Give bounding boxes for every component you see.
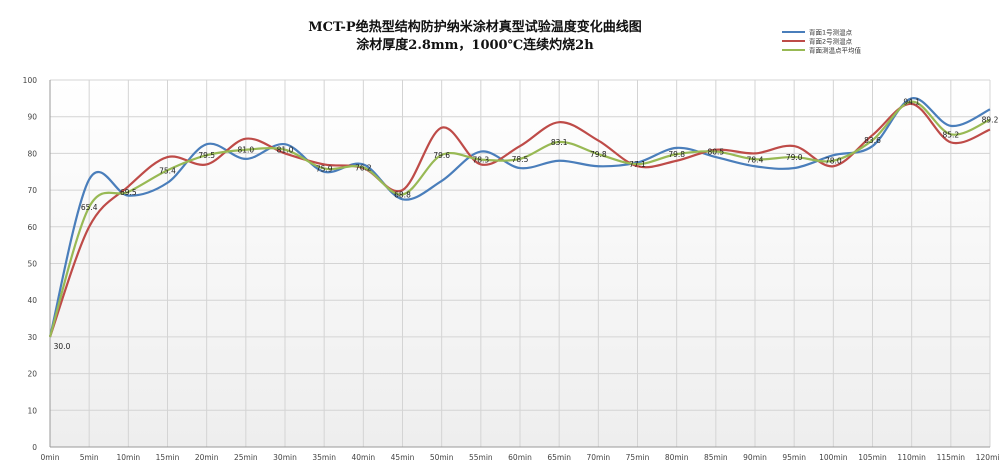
- y-tick-label: 70: [27, 186, 37, 195]
- data-label: 78.3: [472, 156, 489, 165]
- y-tick-label: 90: [27, 113, 37, 122]
- x-tick-label: 60min: [508, 453, 532, 462]
- y-tick-label: 80: [27, 149, 37, 158]
- data-label: 78.0: [825, 157, 842, 166]
- data-label: 83.6: [864, 136, 881, 145]
- chart-subtitle: 涂材厚度2.8mm，1000℃连续灼烧2h: [356, 37, 594, 53]
- x-tick-label: 85min: [704, 453, 728, 462]
- x-tick-label: 75min: [626, 453, 650, 462]
- data-label: 69.5: [120, 188, 137, 197]
- x-tick-label: 25min: [234, 453, 258, 462]
- chart-title: MCT-P绝热型结构防护纳米涂材真型试验温度变化曲线图: [308, 19, 641, 35]
- x-tick-label: 95min: [782, 453, 806, 462]
- data-label: 79.8: [590, 150, 607, 159]
- x-tick-label: 45min: [391, 453, 415, 462]
- legend-entry: 背面1号测温点: [809, 28, 853, 37]
- x-tick-label: 35min: [312, 453, 336, 462]
- x-tick-label: 115min: [937, 453, 966, 462]
- data-label: 75.4: [159, 166, 176, 175]
- data-label: 30.0: [54, 342, 71, 351]
- data-label: 79.0: [786, 153, 803, 162]
- x-tick-label: 100min: [819, 453, 848, 462]
- data-label: 77.1: [629, 160, 646, 169]
- data-label: 79.8: [668, 150, 685, 159]
- x-tick-label: 90min: [743, 453, 767, 462]
- y-tick-label: 0: [32, 443, 37, 452]
- x-tick-label: 70min: [586, 453, 610, 462]
- data-label: 65.4: [81, 203, 98, 212]
- data-label: 78.4: [747, 155, 764, 164]
- y-tick-label: 10: [27, 406, 37, 415]
- data-label: 81.0: [277, 146, 294, 155]
- x-tick-label: 0min: [41, 453, 60, 462]
- y-tick-label: 100: [23, 76, 38, 85]
- x-tick-label: 30min: [273, 453, 297, 462]
- x-tick-label: 105min: [858, 453, 887, 462]
- y-tick-label: 20: [27, 370, 37, 379]
- data-label: 94.1: [903, 98, 920, 107]
- y-tick-label: 50: [27, 260, 37, 269]
- legend-entry: 背面2号测温点: [809, 37, 853, 46]
- x-tick-label: 50min: [430, 453, 454, 462]
- data-label: 79.6: [433, 151, 450, 160]
- x-tick-label: 15min: [156, 453, 180, 462]
- data-label: 85.2: [942, 130, 959, 139]
- y-tick-label: 40: [27, 296, 37, 305]
- data-label: 75.9: [316, 164, 333, 173]
- data-label: 80.5: [707, 148, 724, 157]
- data-label: 81.0: [237, 146, 254, 155]
- x-tick-label: 55min: [469, 453, 493, 462]
- x-tick-label: 20min: [195, 453, 219, 462]
- data-label: 68.8: [394, 191, 411, 200]
- x-tick-label: 5min: [80, 453, 99, 462]
- x-tick-label: 65min: [547, 453, 571, 462]
- x-tick-label: 120min: [976, 453, 1000, 462]
- y-tick-label: 60: [27, 223, 37, 232]
- y-tick-label: 30: [27, 333, 37, 342]
- data-label: 76.2: [355, 163, 372, 172]
- data-label: 89.2: [982, 116, 999, 125]
- x-tick-label: 80min: [665, 453, 689, 462]
- x-tick-label: 40min: [351, 453, 375, 462]
- data-label: 79.5: [198, 151, 215, 160]
- x-tick-label: 110min: [897, 453, 926, 462]
- data-label: 78.5: [512, 155, 529, 164]
- legend-entry: 背面测温点平均值: [809, 46, 862, 55]
- x-tick-label: 10min: [116, 453, 140, 462]
- data-label: 83.1: [551, 138, 568, 147]
